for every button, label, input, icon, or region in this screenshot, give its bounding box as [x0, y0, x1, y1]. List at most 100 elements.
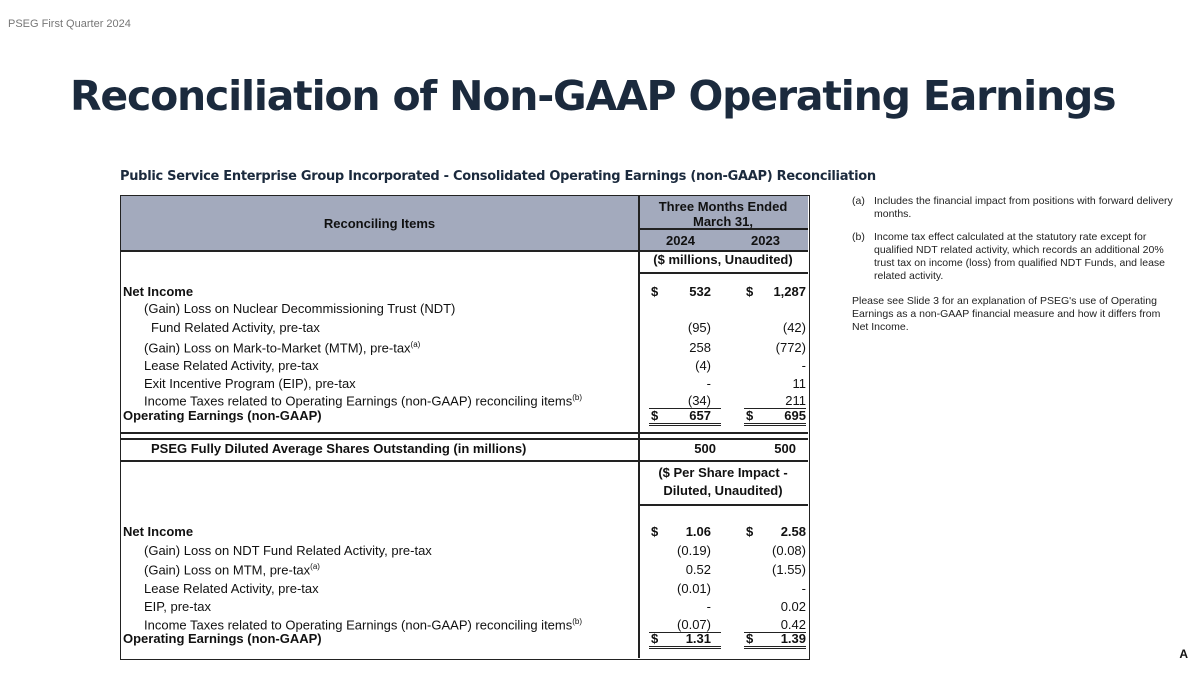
- value: (0.01): [677, 581, 711, 596]
- dollar-sign: $: [651, 631, 659, 646]
- divider: [638, 272, 808, 274]
- row-label-text: EIP, pre-tax: [144, 599, 211, 614]
- column-divider: [638, 196, 640, 658]
- s2-v2023: $2.58: [744, 524, 806, 539]
- s2-v2024: $1.06: [649, 524, 721, 539]
- value: 0.02: [780, 599, 806, 614]
- row-label: (Gain) Loss on NDT Fund Related Activity…: [144, 543, 432, 558]
- dollar-sign: $: [746, 524, 754, 539]
- s2-v2024: (0.19): [649, 543, 721, 558]
- value: -: [801, 581, 806, 596]
- value: 695: [784, 408, 806, 423]
- row-label: Exit Incentive Program (EIP), pre-tax: [144, 376, 356, 391]
- s1-v2024: 258: [649, 340, 721, 355]
- value: 0.42: [780, 617, 806, 632]
- period-header-2: March 31,: [693, 214, 753, 229]
- units-per-share-2: Diluted, Unaudited): [663, 483, 783, 498]
- dollar-sign: $: [746, 631, 754, 646]
- page-title: Reconciliation of Non-GAAP Operating Ear…: [70, 72, 1116, 120]
- row-label: Operating Earnings (non-GAAP): [123, 631, 322, 646]
- row-label: Lease Related Activity, pre-tax: [144, 358, 319, 373]
- value: (0.07): [677, 617, 711, 632]
- value: 657: [689, 408, 711, 423]
- divider: [638, 228, 808, 230]
- footnotes: (a) Includes the financial impact from po…: [852, 195, 1182, 334]
- s1-v2024: -: [649, 376, 721, 391]
- value: (42): [782, 320, 806, 335]
- row-label: (Gain) Loss on Mark-to-Market (MTM), pre…: [144, 340, 420, 355]
- s2-v2023: (0.08): [744, 543, 806, 558]
- s2-v2023: -: [744, 581, 806, 596]
- s1-v2024: [649, 301, 721, 316]
- value: (4): [695, 358, 711, 373]
- value: (1.55): [772, 562, 806, 577]
- s2-v2024: (0.01): [649, 581, 721, 596]
- s2-v2024: -: [649, 599, 721, 614]
- value: 1.06: [685, 524, 711, 539]
- value: 1.31: [685, 631, 711, 646]
- s1-v2023: $1,287: [744, 284, 806, 299]
- row-label-text: Income Taxes related to Operating Earnin…: [144, 617, 573, 633]
- s2-v2023: 0.42: [744, 617, 806, 633]
- value: -: [706, 376, 711, 391]
- value: -: [706, 599, 711, 614]
- value: (0.08): [772, 543, 806, 558]
- units-per-share: ($ Per Share Impact -: [658, 465, 788, 480]
- footnote-text: Includes the financial impact from posit…: [874, 195, 1173, 220]
- column-header-reconciling-items: Reconciling Items: [323, 216, 436, 231]
- value: -: [801, 358, 806, 373]
- footnote-a: (a) Includes the financial impact from po…: [852, 195, 1182, 221]
- value: 1.39: [780, 631, 806, 646]
- row-label: Net Income: [123, 524, 193, 539]
- row-label: Net Income: [123, 284, 193, 299]
- dollar-sign: $: [651, 524, 659, 539]
- s2-v2024: $1.31: [649, 631, 721, 649]
- dollar-sign: $: [651, 408, 659, 423]
- row-label: (Gain) Loss on Nuclear Decommissioning T…: [144, 301, 455, 316]
- reconciliation-table: Reconciling Items Three Months Ended Mar…: [120, 195, 810, 660]
- see-note: Please see Slide 3 for an explanation of…: [852, 295, 1161, 333]
- row-label: Operating Earnings (non-GAAP): [123, 408, 322, 423]
- row-label-text: Operating Earnings (non-GAAP): [123, 631, 322, 646]
- row-label: (Gain) Loss on MTM, pre-tax(a): [144, 562, 320, 577]
- s1-v2024: (95): [649, 320, 721, 335]
- row-label-text: Lease Related Activity, pre-tax: [144, 358, 319, 373]
- s1-v2024: $532: [649, 284, 721, 299]
- shares-label: PSEG Fully Diluted Average Shares Outsta…: [151, 441, 527, 456]
- row-label-text: Net Income: [123, 284, 194, 299]
- shares-2023: 500: [774, 441, 796, 456]
- s1-v2023: $695: [744, 408, 806, 426]
- value: 11: [792, 376, 807, 391]
- divider: [638, 504, 808, 506]
- s1-v2024: (4): [649, 358, 721, 373]
- row-label: EIP, pre-tax: [144, 599, 211, 614]
- footnote-ref: (b): [572, 393, 583, 402]
- footnote-marker: (a): [852, 195, 865, 207]
- value: (95): [687, 320, 711, 335]
- dollar-sign: $: [746, 408, 754, 423]
- row-label-text: Income Taxes related to Operating Earnin…: [144, 393, 573, 409]
- divider: [121, 460, 808, 462]
- s1-v2023: -: [744, 358, 806, 373]
- s1-v2023: (42): [744, 320, 806, 335]
- value: 2.58: [780, 524, 806, 539]
- s2-v2023: (1.55): [744, 562, 806, 577]
- row-label: Fund Related Activity, pre-tax: [151, 320, 320, 335]
- row-label-text: Fund Related Activity, pre-tax: [151, 320, 320, 335]
- row-label: Income Taxes related to Operating Earnin…: [144, 393, 582, 408]
- row-label-text: (Gain) Loss on NDT Fund Related Activity…: [144, 543, 432, 558]
- units-millions: ($ millions, Unaudited): [653, 252, 793, 267]
- value: (772): [775, 340, 806, 355]
- value: (34): [687, 393, 711, 408]
- table-subtitle: Public Service Enterprise Group Incorpor…: [120, 169, 876, 184]
- year-2023: 2023: [751, 233, 780, 248]
- dollar-sign: $: [746, 284, 754, 299]
- divider: [121, 432, 808, 434]
- value: 1,287: [773, 284, 806, 299]
- row-label-text: Exit Incentive Program (EIP), pre-tax: [144, 376, 356, 391]
- period-header: Three Months Ended: [658, 199, 788, 214]
- dollar-sign: $: [651, 284, 659, 299]
- row-label-text: Net Income: [123, 524, 194, 539]
- shares-2024: 500: [694, 441, 716, 456]
